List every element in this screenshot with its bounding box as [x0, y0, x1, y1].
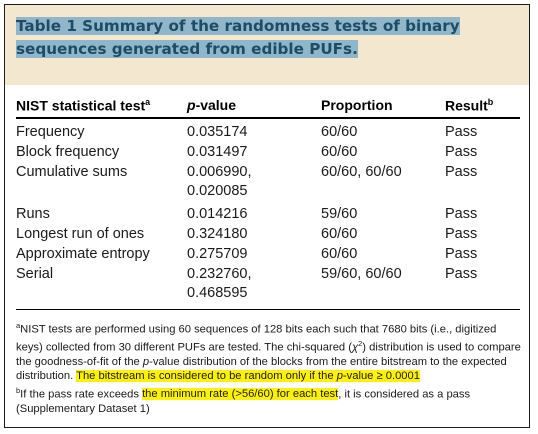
header-rule: [16, 117, 520, 119]
cell-result: Pass: [445, 124, 478, 140]
cell-test: Cumulative sums: [16, 164, 128, 180]
header-pvalue: p-value: [187, 97, 237, 113]
cell-result: Pass: [445, 164, 478, 180]
cell-result: Pass: [445, 246, 478, 262]
cell-test: Frequency: [16, 124, 85, 140]
header-result: Resultb: [445, 97, 494, 114]
table-figure: Table 1 Summary of the randomness tests …: [4, 4, 530, 428]
caption-line-1: Table 1 Summary of the randomness tests …: [16, 17, 460, 35]
cell-pvalue: 0.014216: [187, 206, 248, 222]
header-test: NIST statistical testa: [16, 97, 151, 114]
header-proportion: Proportion: [321, 97, 393, 113]
cell-proportion: 60/60: [321, 226, 358, 242]
cell-pvalue: 0.232760,: [187, 266, 252, 282]
cell-result: Pass: [445, 144, 478, 160]
footnotes: aNIST tests are performed using 60 seque…: [16, 319, 522, 416]
cell-result: Pass: [445, 226, 478, 242]
cell-pvalue: 0.324180: [187, 226, 248, 242]
cell-proportion: 60/60, 60/60: [321, 164, 402, 180]
highlight-random-criterion: The bitstream is considered to be random…: [76, 370, 420, 383]
footnote-a: aNIST tests are performed using 60 seque…: [16, 321, 521, 383]
cell-proportion: 60/60: [321, 246, 358, 262]
highlight-minimum-rate: the minimum rate (>56/60) for each test: [142, 388, 339, 401]
cell-test: Block frequency: [16, 144, 120, 160]
cell-pvalue: 0.031497: [187, 144, 248, 160]
cell-pvalue: 0.275709: [187, 246, 248, 262]
cell-proportion: 59/60: [321, 206, 358, 222]
cell-result: Pass: [445, 206, 478, 222]
cell-proportion: 60/60: [321, 124, 358, 140]
table-caption: Table 1 Summary of the randomness tests …: [16, 15, 521, 61]
footnote-b: bIf the pass rate exceeds the minimum ra…: [16, 385, 471, 415]
cell-test: Longest run of ones: [16, 226, 145, 242]
cell-test: Serial: [16, 266, 54, 282]
caption-line-2: sequences generated from edible PUFs.: [16, 40, 358, 58]
cell-proportion: 60/60: [321, 144, 358, 160]
cell-pvalue: 0.006990,: [187, 164, 252, 180]
cell-pvalue-cont: 0.468595: [187, 285, 248, 301]
cell-test: Approximate entropy: [16, 246, 150, 262]
footer-rule: [16, 309, 520, 310]
cell-pvalue-cont: 0.020085: [187, 183, 248, 199]
cell-result: Pass: [445, 266, 478, 282]
cell-test: Runs: [16, 206, 50, 222]
cell-proportion: 59/60, 60/60: [321, 266, 402, 282]
caption-box: Table 1 Summary of the randomness tests …: [5, 5, 529, 85]
cell-pvalue: 0.035174: [187, 124, 248, 140]
